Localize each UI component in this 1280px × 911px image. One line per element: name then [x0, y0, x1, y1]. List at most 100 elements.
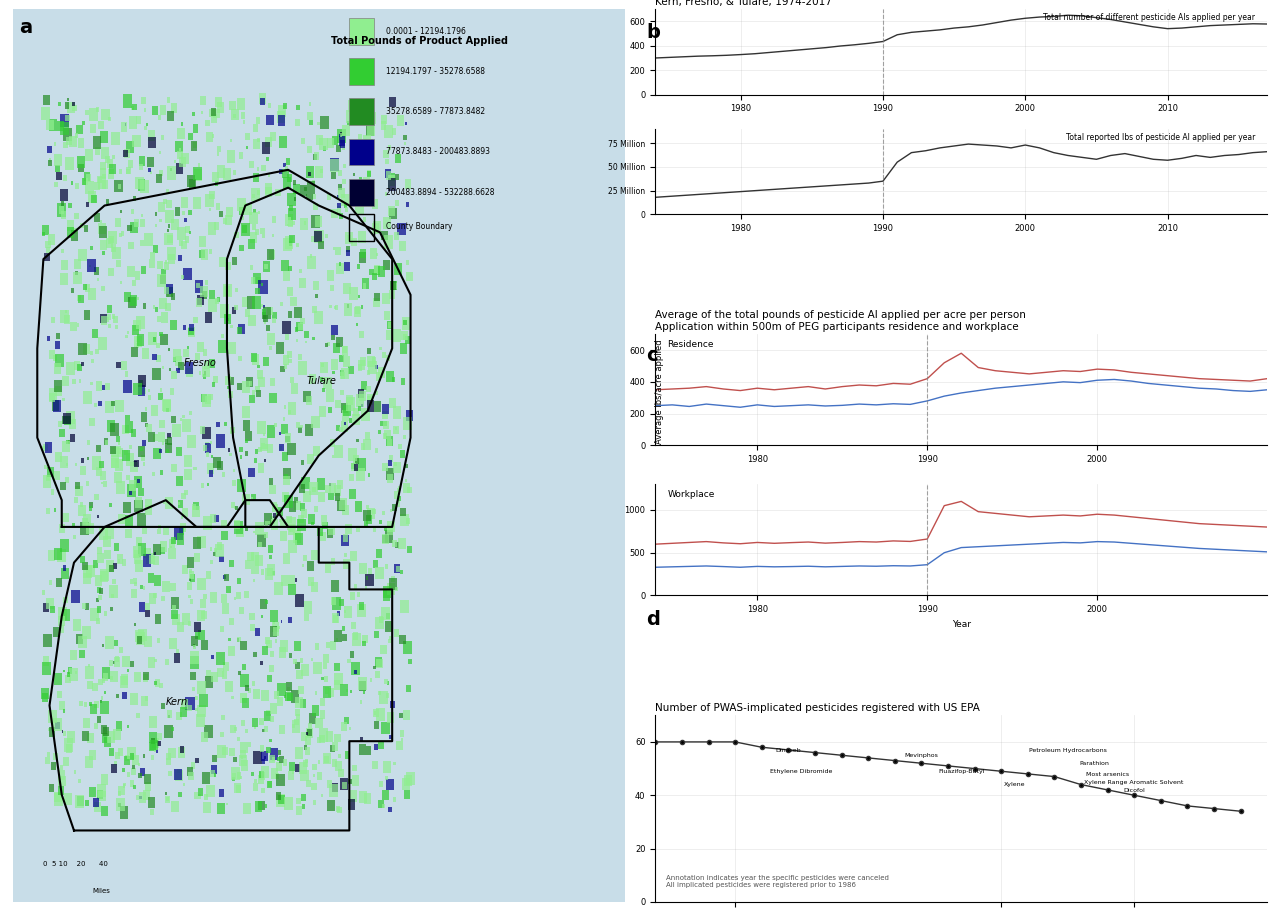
Text: Number of PWAS-implicated pesticides registered with US EPA: Number of PWAS-implicated pesticides reg… — [655, 703, 980, 713]
Bar — [47, 549, 55, 561]
Bar — [221, 603, 229, 614]
Bar — [78, 779, 81, 783]
Bar — [358, 681, 366, 691]
Bar — [113, 563, 118, 569]
Bar — [169, 748, 175, 758]
Bar — [279, 137, 287, 148]
Bar — [401, 739, 403, 742]
Bar — [317, 527, 324, 537]
Bar — [100, 700, 102, 703]
Bar — [349, 138, 374, 166]
Bar — [367, 568, 372, 575]
Bar — [113, 729, 122, 741]
Bar — [228, 646, 234, 656]
Bar — [389, 398, 396, 408]
Bar — [307, 577, 315, 587]
Bar — [264, 726, 268, 732]
Bar — [392, 504, 398, 511]
Bar — [145, 423, 148, 427]
Text: c: c — [646, 346, 658, 365]
Bar — [63, 413, 70, 425]
Bar — [384, 679, 388, 684]
Bar — [255, 522, 264, 535]
Bar — [82, 627, 91, 639]
Bar — [253, 210, 256, 213]
Bar — [242, 225, 247, 232]
Bar — [332, 760, 337, 767]
Bar — [186, 697, 195, 711]
Bar — [141, 214, 142, 218]
Bar — [55, 452, 63, 462]
Bar — [242, 406, 250, 418]
Bar — [398, 486, 401, 491]
Bar — [321, 363, 324, 367]
Bar — [197, 342, 205, 352]
Bar — [270, 132, 276, 141]
Bar — [110, 423, 119, 435]
Bar — [261, 691, 269, 701]
Bar — [317, 772, 323, 780]
Bar — [314, 203, 319, 210]
Bar — [102, 644, 104, 647]
Bar — [383, 511, 385, 515]
Bar — [403, 320, 407, 325]
Bar — [60, 260, 68, 271]
Bar — [88, 108, 97, 121]
Bar — [79, 701, 83, 706]
Bar — [221, 594, 228, 603]
Bar — [393, 540, 397, 547]
Bar — [362, 691, 365, 693]
Bar — [136, 713, 140, 719]
Bar — [303, 331, 308, 338]
Bar — [250, 265, 252, 270]
Bar — [253, 530, 255, 534]
Bar — [339, 134, 342, 138]
Bar — [356, 323, 358, 326]
Bar — [214, 516, 219, 522]
Bar — [273, 628, 279, 636]
Bar — [301, 659, 303, 662]
Bar — [104, 536, 111, 547]
Bar — [70, 322, 77, 332]
Bar — [119, 647, 123, 653]
Bar — [269, 521, 270, 525]
Bar — [138, 773, 142, 778]
Bar — [252, 578, 255, 582]
Bar — [261, 615, 264, 619]
Bar — [86, 202, 90, 207]
Bar — [301, 185, 307, 196]
Bar — [385, 613, 390, 619]
Bar — [95, 213, 100, 222]
Bar — [362, 279, 369, 289]
Bar — [132, 135, 141, 147]
Bar — [374, 721, 379, 730]
Bar — [349, 98, 374, 125]
Bar — [305, 736, 311, 745]
Bar — [355, 306, 360, 314]
Bar — [148, 395, 151, 400]
Bar — [381, 411, 388, 419]
Bar — [233, 469, 236, 472]
Bar — [406, 478, 407, 482]
Bar — [165, 302, 172, 312]
Bar — [108, 314, 111, 320]
Bar — [166, 229, 169, 232]
Bar — [280, 575, 288, 586]
Bar — [124, 756, 131, 765]
Bar — [275, 342, 284, 353]
Bar — [147, 332, 156, 345]
Bar — [288, 618, 292, 623]
Bar — [113, 155, 115, 159]
Bar — [392, 329, 401, 342]
Bar — [96, 445, 101, 452]
Bar — [49, 580, 52, 585]
Bar — [136, 537, 142, 546]
Bar — [310, 119, 312, 125]
Bar — [230, 139, 233, 142]
Bar — [72, 101, 74, 106]
Bar — [127, 332, 129, 334]
Bar — [344, 752, 351, 759]
Bar — [305, 425, 314, 435]
Bar — [189, 569, 192, 573]
Bar — [275, 773, 279, 779]
